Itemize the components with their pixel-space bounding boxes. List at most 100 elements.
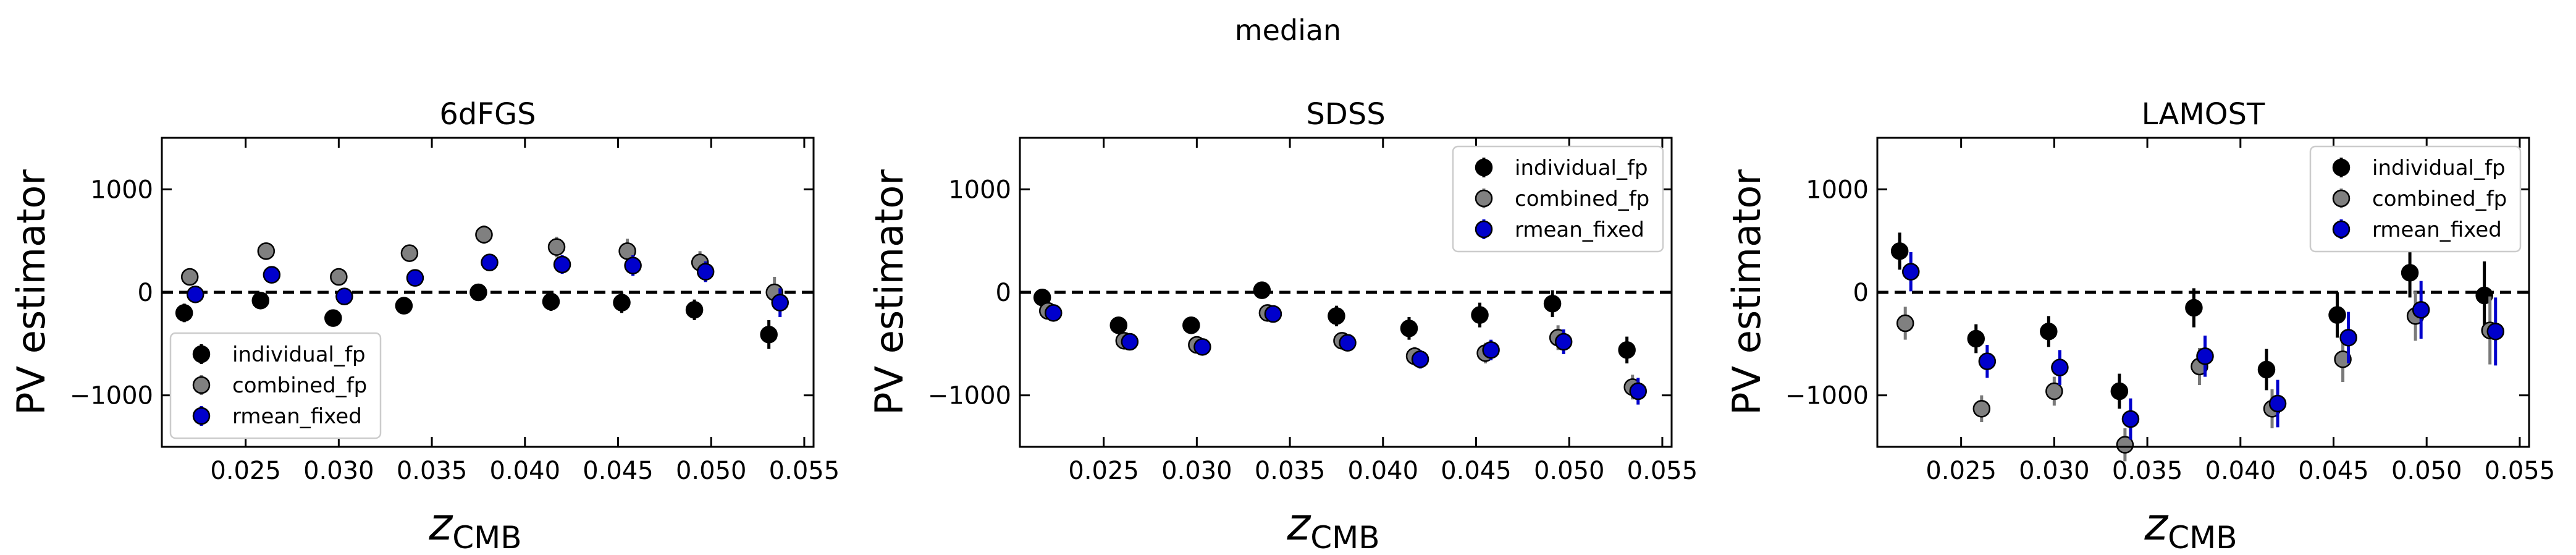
data-point <box>1471 306 1489 324</box>
legend-label: individual_fp <box>2372 156 2506 180</box>
data-point <box>696 263 715 281</box>
data-point <box>1896 314 1914 333</box>
panel-title: LAMOST <box>2142 97 2265 132</box>
data-point <box>263 266 281 284</box>
x-tick-label: 0.025 <box>1926 457 1997 485</box>
data-point <box>2116 436 2134 454</box>
legend-marker <box>1475 220 1493 239</box>
data-point <box>1182 316 1200 334</box>
y-axis-label: PV estimator <box>867 169 912 415</box>
legend-label: rmean_fixed <box>2372 218 2502 242</box>
y-tick-label: 0 <box>996 279 1011 307</box>
x-axis-label-main: z <box>2144 498 2169 550</box>
data-point <box>1890 242 1909 260</box>
x-tick-label: 0.040 <box>1348 457 1419 485</box>
data-point <box>1328 307 1345 325</box>
data-point <box>553 255 571 274</box>
data-point <box>2051 358 2069 376</box>
data-point <box>251 292 270 310</box>
x-tick-label: 0.050 <box>2391 457 2462 485</box>
y-tick-label: 1000 <box>1806 176 1869 204</box>
x-tick-label: 0.040 <box>490 457 561 485</box>
legend: individual_fp combined_fp rmean_fixed <box>169 332 382 439</box>
x-tick-label: 0.030 <box>2019 457 2090 485</box>
panel-3: LAMOST 0.025 0.030 0.035 0.040 0.045 0.050 0.05… <box>1724 97 2555 555</box>
panel-1: 6dFGS 0.025 0.030 0.035 0.040 0.045 0.050 0.055… <box>9 97 840 555</box>
data-point <box>2268 394 2287 413</box>
data-point <box>1121 333 1139 351</box>
x-axis-label-subscript: CMB <box>452 520 521 555</box>
data-point <box>1109 316 1128 334</box>
legend-marker <box>192 376 211 394</box>
x-tick-label: 0.050 <box>676 457 747 485</box>
x-tick-label: 0.045 <box>1441 457 1512 485</box>
legend-box <box>1452 145 1664 253</box>
legend-label: combined_fp <box>232 373 367 398</box>
data-point <box>330 268 348 286</box>
data-point <box>1482 341 1500 359</box>
x-axis-label: zCMB <box>1286 498 1379 555</box>
data-point <box>2110 382 2129 400</box>
data-point <box>1543 295 1562 313</box>
legend-box <box>169 332 382 439</box>
series-individual_fp <box>1890 232 2493 409</box>
data-point <box>406 269 424 287</box>
legend-marker <box>2332 158 2351 177</box>
panel-title: SDSS <box>1306 97 1385 132</box>
y-tick-label: 0 <box>138 279 153 307</box>
data-point <box>1264 305 1282 323</box>
x-axis-label-main: z <box>1286 498 1311 550</box>
series-individual_fp <box>1033 281 1636 363</box>
data-point <box>400 244 419 262</box>
data-point <box>1978 352 1997 370</box>
data-point <box>1193 338 1211 356</box>
x-tick-label: 0.025 <box>210 457 281 485</box>
data-point <box>481 253 499 271</box>
x-axis-label-subscript: CMB <box>1310 520 1379 555</box>
data-point <box>335 287 353 305</box>
legend: individual_fp combined_fp rmean_fixed <box>1452 145 1664 253</box>
data-point <box>1400 320 1418 337</box>
data-point <box>613 294 631 311</box>
data-point <box>2475 286 2493 305</box>
data-point <box>1554 333 1573 351</box>
y-tick-label: −1000 <box>1785 382 1869 410</box>
series-combined_fp <box>180 225 783 308</box>
legend-marker <box>1475 158 1493 177</box>
x-axis-label-main: z <box>428 498 453 550</box>
legend-label: combined_fp <box>1515 187 1649 211</box>
data-point <box>2328 306 2346 324</box>
x-tick-label: 0.055 <box>2485 457 2556 485</box>
data-point <box>771 294 789 311</box>
data-point <box>180 268 199 286</box>
panel-title: 6dFGS <box>439 97 536 132</box>
legend-label: combined_fp <box>2372 187 2507 211</box>
x-tick-label: 0.030 <box>303 457 374 485</box>
legend-label: rmean_fixed <box>232 404 362 429</box>
data-point <box>395 297 413 315</box>
data-point <box>2401 264 2419 282</box>
x-tick-label: 0.050 <box>1534 457 1605 485</box>
data-point <box>187 286 204 303</box>
x-tick-label: 0.025 <box>1068 457 1139 485</box>
data-point <box>547 238 566 256</box>
data-point <box>1411 350 1429 368</box>
data-point <box>475 226 493 244</box>
data-point <box>760 326 778 344</box>
y-axis-label: PV estimator <box>1724 169 1769 415</box>
data-point <box>1618 341 1636 359</box>
legend-label: individual_fp <box>232 342 366 367</box>
data-point <box>1045 304 1063 322</box>
legend-box <box>2309 145 2522 253</box>
x-tick-label: 0.040 <box>2205 457 2276 485</box>
data-point <box>1967 329 1985 348</box>
x-tick-label: 0.045 <box>583 457 654 485</box>
x-tick-label: 0.035 <box>2112 457 2183 485</box>
data-point <box>2412 301 2430 319</box>
series-rmean_fixed <box>187 253 789 317</box>
data-point <box>175 304 193 322</box>
data-point <box>685 301 704 319</box>
x-tick-label: 0.035 <box>1255 457 1326 485</box>
data-point <box>2257 360 2276 379</box>
y-tick-label: 1000 <box>90 176 153 204</box>
